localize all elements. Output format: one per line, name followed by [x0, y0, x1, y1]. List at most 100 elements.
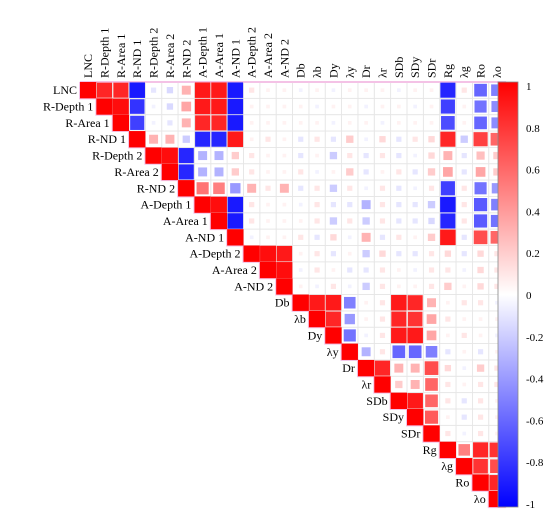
corr-cell-10-17: [362, 250, 370, 258]
corr-cell-13-13: [292, 294, 309, 311]
corr-cell-5-13: [298, 169, 304, 175]
corr-cell-5-19: [396, 169, 402, 175]
corr-cell-5-25: [493, 168, 501, 176]
corr-cell-14-19: [391, 311, 407, 327]
corr-cell-4-15: [329, 151, 338, 160]
corr-cell-2-11: [266, 121, 270, 125]
corr-cell-7-15: [330, 202, 337, 208]
row-label: Ro: [455, 476, 469, 490]
corr-cell-1-16: [347, 104, 352, 109]
corr-cell-2-9: [227, 115, 244, 131]
column-label: A-ND 2: [277, 39, 291, 78]
corr-cell-5-17: [363, 169, 369, 175]
column-label: R-Depth 1: [98, 28, 112, 78]
column-label: SDr: [425, 59, 439, 78]
corr-cell-14-14: [308, 310, 326, 328]
column-label: SDb: [392, 57, 406, 78]
column-label: Dr: [359, 65, 373, 78]
corr-cell-4-11: [266, 153, 270, 158]
corr-cell-10-21: [428, 251, 435, 257]
corr-cell-1-2: [112, 98, 129, 115]
corr-cell-15-25: [495, 333, 499, 338]
row-label: Dr: [342, 361, 355, 375]
corr-cell-3-3: [129, 131, 146, 148]
corr-cell-7-23: [461, 202, 467, 208]
corr-cell-4-19: [396, 152, 402, 159]
corr-cell-19-25: [495, 398, 499, 403]
corr-cell-8-24: [473, 214, 488, 228]
corr-cell-6-17: [364, 186, 368, 191]
corr-cell-10-13: [298, 251, 303, 256]
corr-cell-13-19: [391, 294, 407, 311]
corr-cell-9-20: [413, 235, 418, 240]
corr-cell-2-3: [130, 115, 145, 130]
corr-cell-15-23: [461, 332, 467, 339]
corr-cell-14-18: [379, 316, 386, 322]
corr-cell-4-24: [476, 151, 485, 160]
corr-cell-3-9: [227, 131, 244, 147]
corr-cell-9-17: [361, 232, 371, 242]
corr-cell-6-14: [314, 185, 320, 191]
corr-cell-7-11: [266, 202, 270, 207]
corr-cell-21-21: [423, 425, 440, 442]
corr-cell-13-20: [407, 295, 423, 311]
corr-cell-15-18: [379, 332, 386, 339]
row-label: R-ND 2: [137, 181, 175, 195]
corr-cell-9-21: [427, 233, 436, 241]
corr-cell-16-23: [462, 349, 467, 354]
corr-cell-0-9: [227, 82, 244, 98]
corr-cell-3-6: [182, 135, 190, 143]
corr-cell-3-12: [282, 137, 287, 142]
corr-cell-6-10: [247, 183, 257, 193]
corr-cell-13-18: [379, 300, 386, 306]
corr-cell-6-16: [347, 185, 353, 191]
colorbar-tick-label: -0.4: [526, 374, 544, 386]
corr-cell-4-18: [379, 152, 386, 159]
row-label: Dy: [308, 328, 323, 342]
corr-cell-8-22: [440, 213, 456, 229]
corr-cell-3-4: [149, 134, 159, 144]
corr-cell-11-23: [462, 268, 467, 272]
corr-cell-7-21: [427, 200, 436, 209]
column-label: A-Depth 1: [196, 27, 210, 78]
row-label: A-Area 2: [212, 263, 257, 277]
corr-cell-12-18: [379, 283, 386, 289]
corr-cell-9-22: [440, 229, 456, 246]
corr-cell-6-7: [196, 182, 209, 195]
corr-cell-12-21: [428, 283, 435, 289]
column-labels: LNC R-Depth 1 R-Area 1 R-ND 1 R-Depth 2 R-Are…: [81, 27, 504, 78]
corr-cell-3-17: [364, 137, 368, 142]
corr-cell-4-12: [282, 153, 287, 158]
corr-cell-1-1: [96, 98, 113, 115]
corr-cell-14-15: [325, 311, 341, 327]
corr-cell-8-8: [210, 212, 228, 230]
corr-cell-16-18: [379, 349, 386, 355]
corr-cell-11-15: [331, 268, 336, 272]
corr-cell-20-24: [477, 414, 484, 420]
corr-cell-5-5: [161, 163, 179, 181]
colorbar-tick-label: 0.6: [526, 165, 540, 177]
corr-cell-10-11: [260, 245, 276, 262]
corr-cell-12-20: [413, 284, 418, 289]
corr-cell-11-18: [379, 267, 386, 273]
corr-cell-6-19: [396, 185, 402, 191]
colorbar-tick-label: 0: [526, 290, 532, 302]
corr-cell-3-5: [165, 134, 175, 144]
corr-cell-12-17: [362, 282, 370, 291]
corr-cell-3-16: [346, 135, 354, 143]
corr-cell-2-12: [282, 121, 287, 125]
corr-cell-0-10: [249, 87, 255, 93]
corr-cell-7-12: [282, 202, 287, 207]
corr-cell-0-18: [380, 88, 385, 93]
corr-cell-17-25: [494, 365, 500, 371]
corr-cell-11-17: [363, 267, 369, 273]
row-label: R-Depth 2: [92, 149, 142, 163]
corr-cell-14-17: [364, 317, 368, 321]
column-label: R-Depth 2: [147, 28, 161, 78]
corr-cell-2-16: [347, 121, 352, 125]
corr-cell-5-11: [266, 170, 270, 174]
corr-cell-24-24: [472, 474, 489, 491]
corr-cell-11-25: [494, 267, 500, 273]
corr-cell-3-11: [265, 136, 271, 142]
corr-cell-2-8: [211, 115, 227, 131]
